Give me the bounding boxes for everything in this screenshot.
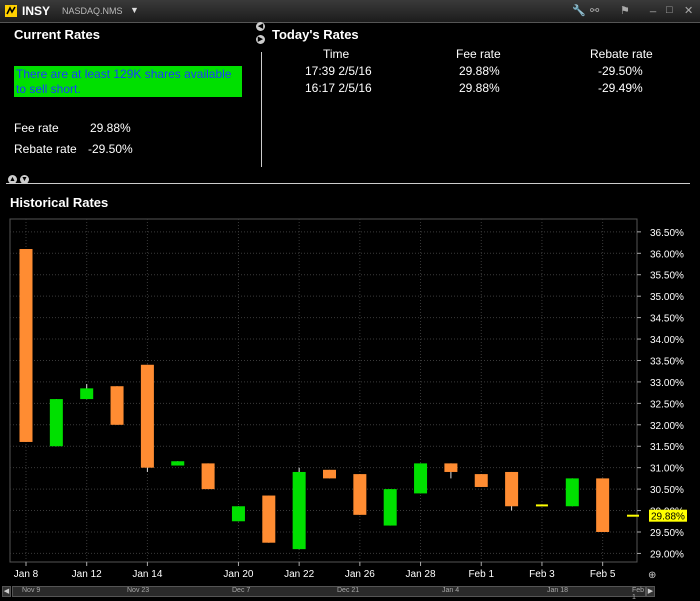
y-tick-label: 32.00% [650, 421, 684, 432]
todays-rates-title: Today's Rates [272, 27, 359, 42]
flag-icon[interactable]: ⚑ [620, 5, 630, 17]
candle-body [474, 474, 488, 487]
time-scrollbar[interactable] [12, 586, 646, 597]
x-tick-label: Jan 20 [223, 569, 253, 580]
row-rebate: -29.49% [598, 81, 643, 95]
col-header-time: Time [323, 47, 350, 61]
last-value-label: 29.88% [651, 512, 685, 523]
rebate-rate-value: -29.50% [88, 142, 133, 156]
y-tick-label: 29.00% [650, 549, 684, 560]
x-tick-label: Feb 1 [468, 569, 494, 580]
candle-body [596, 478, 610, 532]
row-fee: 29.88% [459, 64, 500, 78]
symbol-label[interactable]: INSY [22, 4, 51, 18]
candle-body [140, 364, 154, 468]
y-tick-label: 33.00% [650, 378, 684, 389]
app-logo-icon [5, 5, 17, 17]
row-time: 16:17 2/5/16 [305, 81, 372, 95]
y-tick-label: 35.50% [650, 271, 684, 282]
y-tick-label: 36.00% [650, 249, 684, 260]
x-tick-label: Jan 26 [345, 569, 375, 580]
scrollbar-date-label: Nov 23 [127, 587, 150, 594]
row-fee: 29.88% [459, 81, 500, 95]
scrollbar-date-label: Nov 9 [22, 587, 41, 594]
candle-body [110, 386, 124, 425]
y-tick-label: 34.00% [650, 335, 684, 346]
plot-area [9, 218, 638, 563]
y-tick-label: 29.50% [650, 528, 684, 539]
scrollbar-date-label: Dec 7 [232, 587, 251, 594]
candle-body [292, 471, 306, 550]
link-icon[interactable]: ⚯ [590, 5, 600, 17]
availability-message: There are at least 129K shares available… [14, 66, 242, 97]
y-tick-label: 35.00% [650, 292, 684, 303]
row-time: 17:39 2/5/16 [305, 64, 372, 78]
scroll-right-icon[interactable]: ▶ [646, 586, 655, 597]
candle-body [80, 388, 94, 400]
candle-body [565, 478, 579, 507]
x-tick-label: Feb 5 [590, 569, 616, 580]
candle-body [505, 471, 519, 507]
scrollbar-labels: Nov 9 Nov 23 Dec 7 Dec 21 Jan 4 Jan 18 Feb 1 [12, 587, 646, 601]
y-tick-label: 34.50% [650, 314, 684, 325]
candle-body [323, 469, 336, 479]
section-divider[interactable] [6, 183, 690, 184]
x-tick-label: Feb 3 [529, 569, 555, 580]
close-icon[interactable]: ✕ [684, 5, 694, 17]
row-rebate: -29.50% [598, 64, 643, 78]
historical-rates-title: Historical Rates [10, 195, 109, 210]
y-tick-label: 31.50% [650, 442, 684, 453]
y-tick-label: 36.50% [650, 228, 684, 239]
candle-body [414, 463, 428, 494]
x-tick-label: Jan 12 [72, 569, 102, 580]
expand-right-icon[interactable]: ▶ [256, 35, 265, 44]
candle-body [353, 474, 367, 515]
x-tick-label: Jan 8 [14, 569, 39, 580]
candle-body [262, 495, 276, 543]
y-tick-label: 30.50% [650, 485, 684, 496]
wrench-icon[interactable]: 🔧 [572, 5, 586, 17]
maximize-icon[interactable]: □ [666, 4, 673, 16]
scrollbar-date-label: Jan 4 [442, 587, 460, 594]
expand-down-icon[interactable]: ▼ [20, 175, 29, 184]
col-header-fee: Fee rate [456, 47, 501, 61]
scroll-left-icon[interactable]: ◀ [2, 586, 11, 597]
collapse-up-icon[interactable]: ▲ [8, 175, 17, 184]
minimize-icon[interactable]: _ [650, 1, 657, 13]
y-tick-label: 31.00% [650, 464, 684, 475]
candle-body [231, 506, 245, 522]
candle-body [49, 399, 63, 447]
exchange-label: NASDAQ.NMS [62, 6, 123, 16]
fee-rate-label: Fee rate [14, 121, 59, 135]
y-tick-label: 32.50% [650, 399, 684, 410]
current-rates-title: Current Rates [14, 27, 100, 42]
candle-body [444, 463, 458, 472]
scrollbar-date-label: Jan 18 [547, 587, 569, 594]
rebate-rate-label: Rebate rate [14, 142, 77, 156]
title-bar: INSY NASDAQ.NMS ▼ 🔧 ⚯ ⚑ _ □ ✕ [0, 0, 700, 23]
x-tick-label: Jan 22 [284, 569, 314, 580]
scrollbar-date-label: Dec 21 [337, 587, 360, 594]
candle-body [171, 461, 185, 466]
x-tick-label: Jan 28 [406, 569, 436, 580]
candle-body [201, 463, 215, 490]
collapse-left-icon[interactable]: ◀ [256, 22, 265, 31]
fee-rate-value: 29.88% [90, 121, 131, 135]
scrollbar-date-label: Feb 1 [632, 587, 645, 601]
col-header-rebate: Rebate rate [590, 47, 653, 61]
scroll-zoom-icon[interactable]: ⊕ [648, 570, 657, 581]
candle-body [19, 249, 33, 442]
panel-divider[interactable] [261, 52, 262, 167]
x-tick-label: Jan 14 [132, 569, 162, 580]
candle-body [383, 489, 397, 526]
y-tick-label: 33.50% [650, 356, 684, 367]
symbol-dropdown-icon[interactable]: ▼ [130, 5, 139, 15]
last-value-badge [649, 509, 687, 522]
